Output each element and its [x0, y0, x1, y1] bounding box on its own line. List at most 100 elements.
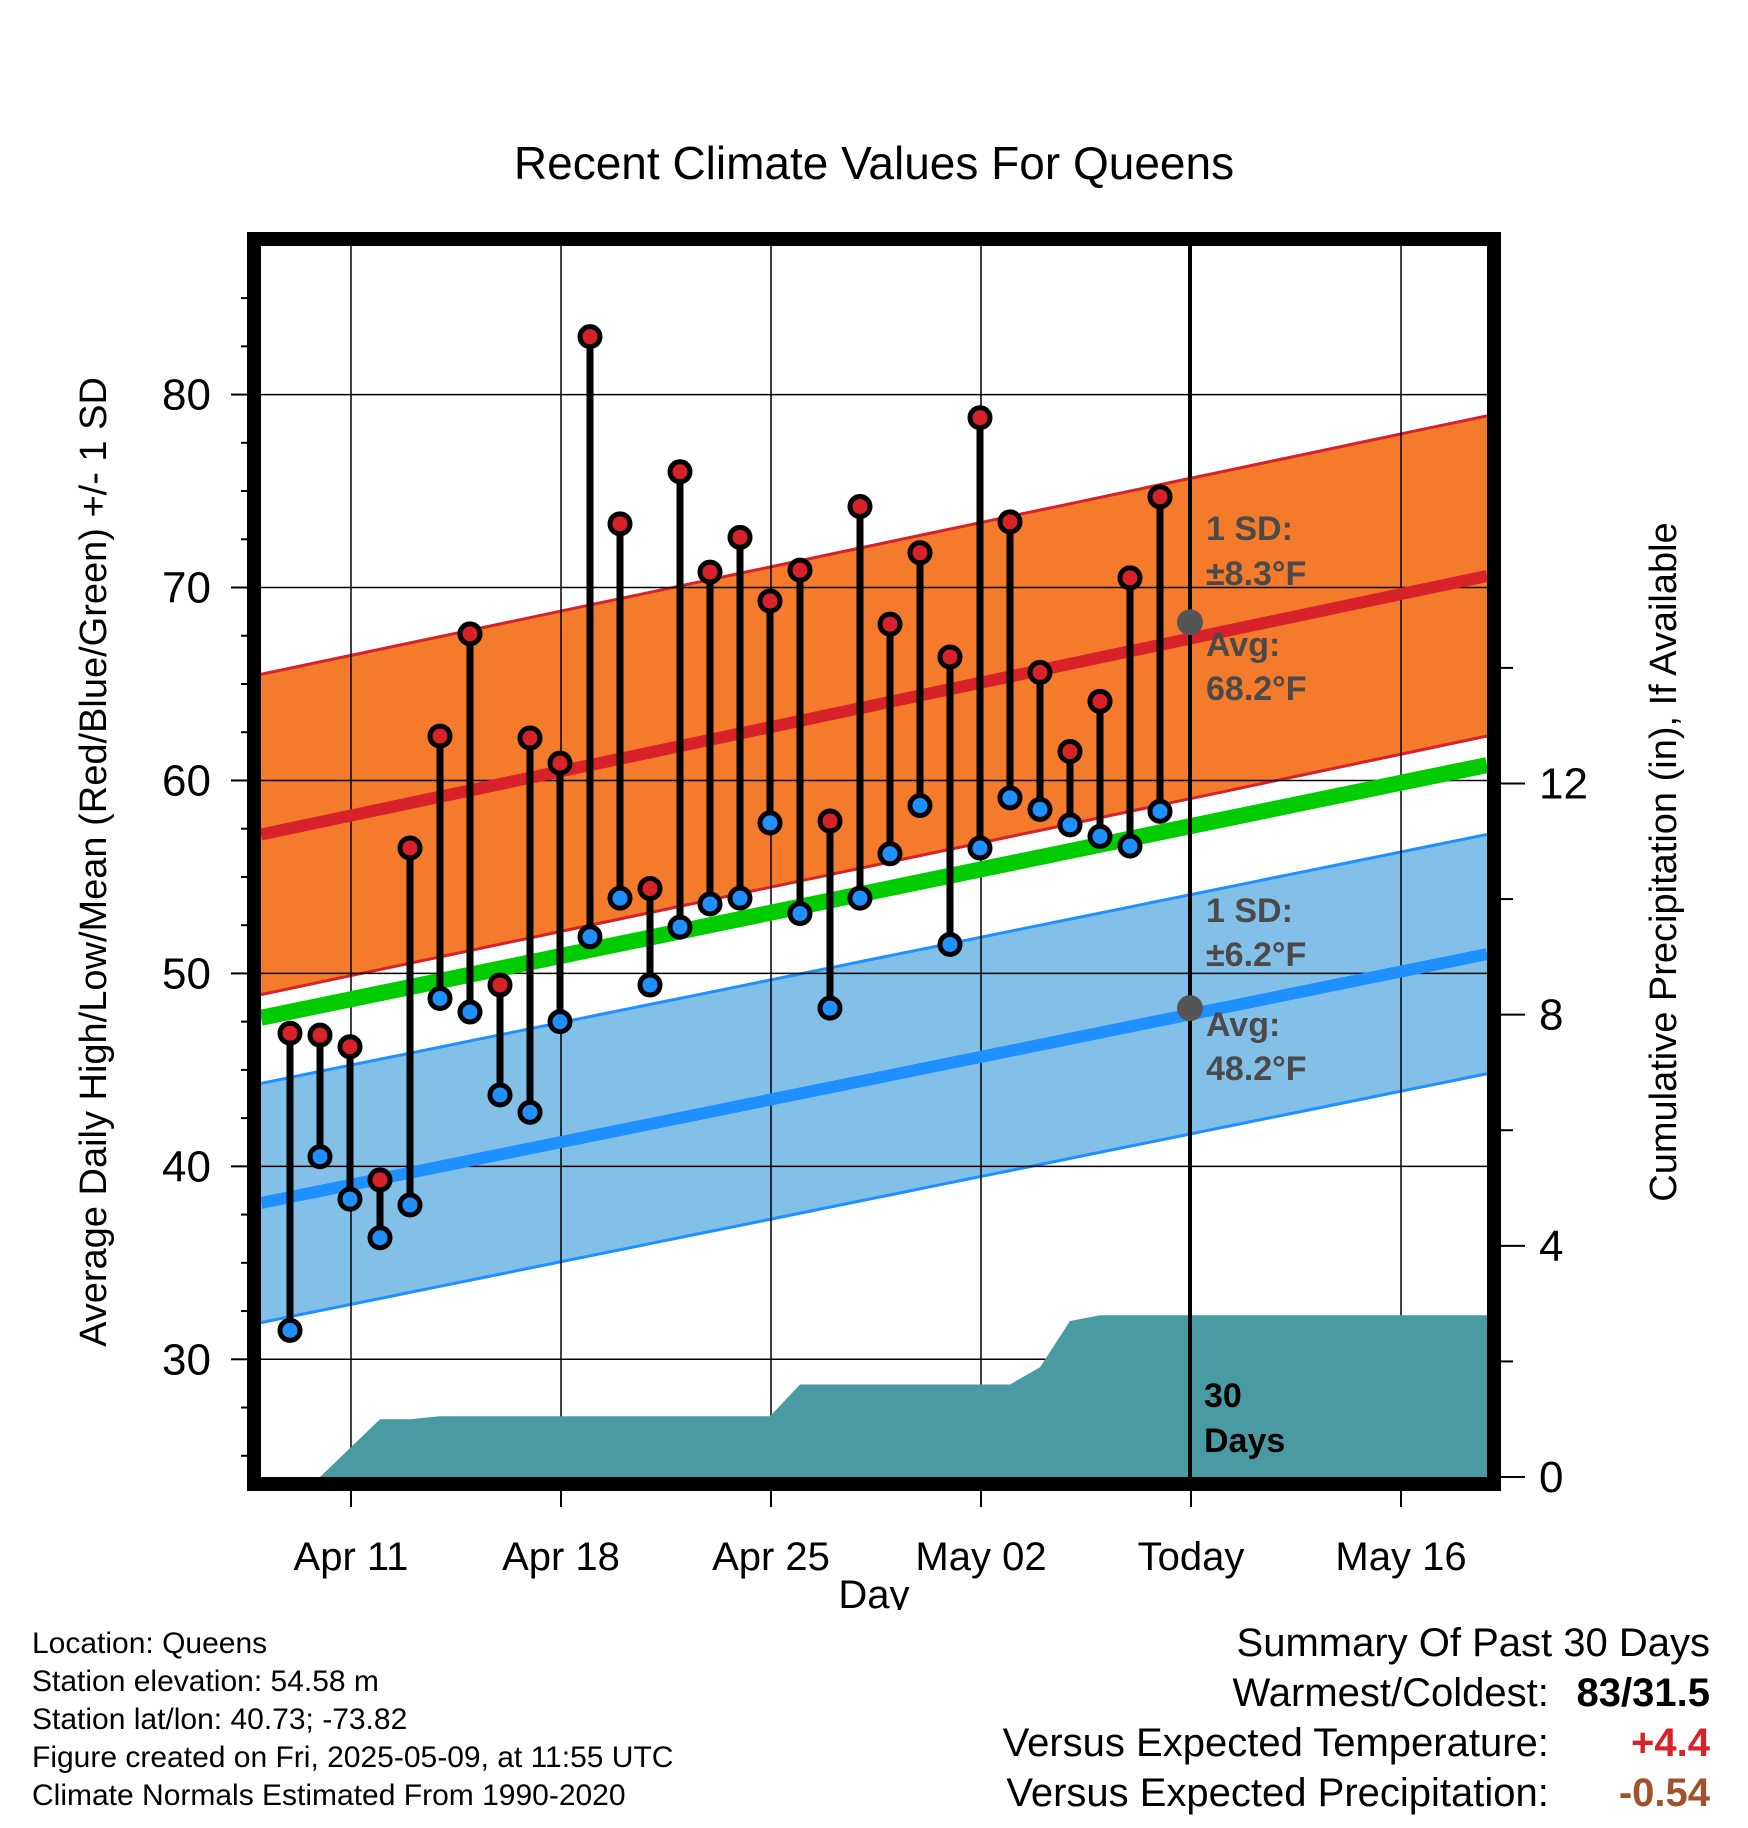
- low-point: [697, 891, 723, 917]
- high-point: [547, 750, 573, 776]
- low-point: [1147, 798, 1173, 824]
- low-point: [487, 1082, 513, 1108]
- observations: [277, 324, 1173, 1343]
- window-label-days: Days: [1204, 1422, 1285, 1460]
- low-point: [637, 972, 663, 998]
- low-point: [517, 1099, 543, 1125]
- low-point: [757, 810, 783, 836]
- low-point: [877, 841, 903, 867]
- low-normal-line: [261, 948, 1487, 1209]
- today-low-avg-marker: [1177, 995, 1203, 1022]
- high-point: [277, 1020, 303, 1046]
- low-point: [817, 995, 843, 1021]
- window-label-number: 30: [1204, 1377, 1242, 1415]
- high-point: [637, 876, 663, 902]
- normals-text: Climate Normals Estimated From 1990-2020: [32, 1779, 626, 1812]
- summary-warmest-row: Warmest/Coldest: 83/31.5: [1003, 1668, 1711, 1718]
- high-point: [367, 1167, 393, 1193]
- summary-title: Summary Of Past 30 Days: [1236, 1621, 1710, 1665]
- high-point: [967, 405, 993, 431]
- high-point: [577, 324, 603, 350]
- high-point: [517, 725, 543, 751]
- high-point: [757, 588, 783, 614]
- high-point: [1117, 565, 1143, 591]
- low-point: [997, 785, 1023, 811]
- x-tick-label: Today: [1138, 1535, 1245, 1579]
- high-point: [787, 557, 813, 583]
- mean-normal-line: [261, 757, 1487, 1026]
- high-point: [337, 1034, 363, 1060]
- low-point: [907, 793, 933, 819]
- high-point: [1147, 484, 1173, 510]
- low-point: [787, 901, 813, 927]
- today-high-avg-marker: [1177, 609, 1203, 636]
- high-point: [307, 1022, 333, 1048]
- low-point: [1057, 812, 1083, 838]
- y-axis-title: Average Daily High/Low/Mean (Red/Blue/Gr…: [73, 377, 115, 1347]
- low-point: [367, 1225, 393, 1251]
- high-sd-band-lower-edge: [261, 734, 1487, 997]
- summary-precip-row: Versus Expected Precipitation: -0.54: [1003, 1768, 1710, 1818]
- high-normal-line: [261, 570, 1487, 841]
- low-point: [727, 885, 753, 911]
- plot-area: [261, 246, 1487, 1477]
- low-point: [1087, 823, 1113, 849]
- low-point: [607, 885, 633, 911]
- high-point: [1027, 659, 1053, 685]
- y2-tick-label: 0: [1539, 1453, 1563, 1502]
- y-tick-label: 70: [162, 564, 211, 613]
- low-point: [397, 1192, 423, 1218]
- low-point: [277, 1317, 303, 1343]
- high-point: [697, 559, 723, 585]
- low-point: [337, 1186, 363, 1212]
- y-tick-label: 40: [162, 1142, 211, 1191]
- low-point: [937, 931, 963, 957]
- x-tick-label: Apr 11: [294, 1535, 409, 1579]
- low-point: [1117, 833, 1143, 859]
- axes: 30 40 50 60 70 80 0 4 8 12 Apr 11 Apr 18 Apr 25 May 0…: [73, 297, 1685, 1610]
- high-point: [877, 611, 903, 637]
- latlon-text: Station lat/lon: 40.73; -73.82: [32, 1703, 408, 1736]
- high-point: [937, 644, 963, 670]
- low-avg-value: 48.2°F: [1206, 1050, 1307, 1088]
- y2-tick-label: 8: [1539, 991, 1563, 1040]
- summary-temp-row: Versus Expected Temperature: +4.4: [1003, 1718, 1710, 1768]
- y-tick-label: 60: [162, 756, 211, 805]
- high-point: [667, 459, 693, 485]
- precip-value: -0.54: [1618, 1771, 1710, 1815]
- high-point: [1057, 739, 1083, 765]
- high-point: [487, 972, 513, 998]
- low-sd-value: ±6.2°F: [1206, 936, 1306, 974]
- precip-label: Versus Expected Precipitation:: [1006, 1771, 1549, 1815]
- low-point: [847, 885, 873, 911]
- low-point: [547, 1009, 573, 1035]
- chart-title: Recent Climate Values For Queens: [514, 137, 1234, 189]
- precip-area: [290, 1315, 1487, 1477]
- high-avg-value: 68.2°F: [1206, 670, 1307, 708]
- today-marker-group: 1 SD: ±8.3°F Avg: 68.2°F 1 SD: ±6.2°F Avg: 48.2…: [1177, 246, 1307, 1477]
- x-tick-label: May 16: [1335, 1535, 1466, 1579]
- low-point: [307, 1144, 333, 1170]
- x-axis-title: Day: [838, 1573, 909, 1610]
- high-point: [847, 493, 873, 519]
- x-tick-label: Apr 18: [502, 1535, 620, 1579]
- climate-chart: Recent Climate Values For Queens 1 SD: ±8…: [73, 137, 1685, 1610]
- high-avg-label: Avg:: [1206, 626, 1280, 664]
- high-sd-label: 1 SD:: [1206, 510, 1293, 548]
- warmest-label: Warmest/Coldest:: [1232, 1671, 1549, 1715]
- low-sd-band-lower-edge: [261, 1072, 1487, 1325]
- location-text: Location: Queens: [32, 1627, 268, 1660]
- normal-bands: [261, 414, 1487, 1325]
- high-point: [427, 723, 453, 749]
- high-point: [817, 808, 843, 834]
- y-tick-label: 50: [162, 949, 211, 998]
- y2-axis-title: Cumulative Precipitation (in), If Availa…: [1643, 522, 1685, 1201]
- high-point: [727, 524, 753, 550]
- plot-frame: [247, 232, 1501, 1491]
- low-avg-label: Avg:: [1206, 1006, 1280, 1044]
- low-sd-label: 1 SD:: [1206, 892, 1293, 930]
- plot-border: [247, 232, 1501, 1491]
- temp-value: +4.4: [1631, 1721, 1710, 1765]
- low-point: [427, 985, 453, 1011]
- high-sd-value: ±8.3°F: [1206, 555, 1306, 593]
